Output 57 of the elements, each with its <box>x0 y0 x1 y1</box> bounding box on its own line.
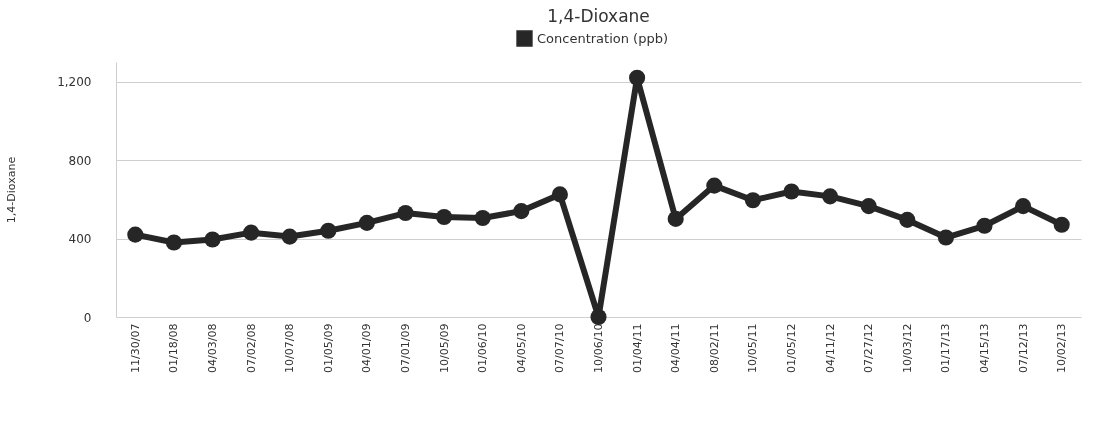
y-tick-label: 0 <box>83 310 92 325</box>
x-tick-label: 01/17/13 <box>939 323 953 373</box>
point <box>243 224 260 241</box>
point <box>1015 198 1032 215</box>
x-tick-label: 10/05/09 <box>437 323 451 373</box>
point <box>590 308 607 326</box>
x-tick-label: 08/02/11 <box>707 323 721 373</box>
legend-label: Concentration (ppb) <box>537 30 668 46</box>
point <box>320 222 337 239</box>
point <box>397 204 414 222</box>
x-tick-label: 04/04/11 <box>669 323 683 373</box>
x-tick-label: 01/05/12 <box>785 323 798 373</box>
x-tick-label: 04/15/13 <box>978 323 991 373</box>
point <box>281 228 298 245</box>
point <box>860 198 877 215</box>
point <box>706 177 723 194</box>
x-tick-label: 10/03/12 <box>900 323 914 373</box>
point <box>899 211 916 228</box>
x-tick-label: 11/30/07 <box>128 323 142 373</box>
point <box>204 231 221 248</box>
x-tick-label: 01/06/10 <box>476 323 490 373</box>
x-tick-label: 01/18/08 <box>167 323 181 373</box>
y-tick-label: 400 <box>68 232 92 247</box>
y-tick-label: 800 <box>68 153 92 168</box>
point <box>937 229 954 246</box>
x-tick-label: 10/05/11 <box>746 323 760 373</box>
x-tick-label: 04/11/12 <box>823 323 837 373</box>
point <box>744 192 761 209</box>
x-tick-label: 01/04/11 <box>630 323 644 373</box>
x-tick-label: 04/01/09 <box>360 323 374 373</box>
x-tick-label: 07/07/10 <box>553 323 567 373</box>
point <box>976 217 993 234</box>
point <box>436 208 453 226</box>
y-tick-label: 1,200 <box>57 75 92 90</box>
point <box>783 183 800 200</box>
x-tick-label: 07/02/08 <box>244 323 258 373</box>
point <box>551 186 568 203</box>
x-tick-label: 04/03/08 <box>206 323 219 373</box>
point <box>474 209 491 226</box>
chart-title: 1,4-Dioxane <box>547 6 650 26</box>
x-tick-label: 01/05/09 <box>321 323 335 373</box>
x-tick-label: 07/12/13 <box>1016 323 1030 373</box>
x-tick-label: 04/05/10 <box>514 323 528 373</box>
x-tick-label: 10/07/08 <box>283 323 297 373</box>
x-tick-label: 10/02/13 <box>1055 323 1069 373</box>
point <box>1053 216 1070 233</box>
point <box>127 226 144 243</box>
point <box>629 69 646 86</box>
x-tick-label: 07/01/09 <box>399 323 412 373</box>
point <box>822 188 839 205</box>
x-tick-label: 07/27/12 <box>862 323 876 373</box>
point <box>165 234 182 251</box>
point <box>667 210 684 227</box>
y-axis-title: 1,4-Dioxane <box>5 156 19 224</box>
point <box>513 203 530 220</box>
x-tick-label: 10/06/10 <box>592 323 605 373</box>
point <box>358 214 375 231</box>
